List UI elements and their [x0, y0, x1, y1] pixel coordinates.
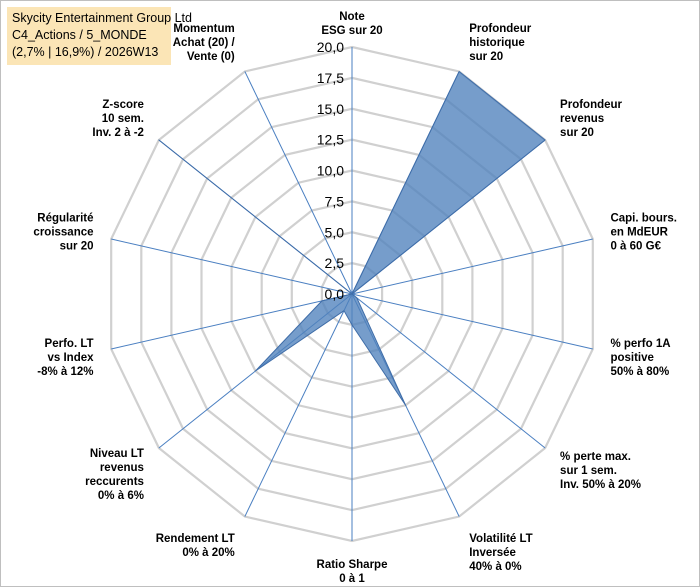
axis-label-8-line-1: 0% à 20% [182, 547, 234, 559]
company-name: Skycity Entertainment Group Ltd [12, 11, 192, 25]
tick-label-8: 20,0 [317, 39, 344, 55]
category-text: C4_Actions / 5_MONDE [12, 28, 147, 42]
axis-spoke-4 [351, 293, 593, 350]
axis-label-11-line-1: croissance [33, 226, 93, 238]
axis-spoke-11 [111, 238, 353, 295]
axis-label-0: Note ESG sur 20 [321, 11, 382, 37]
axis-label-5-line-1: sur 1 sem. [560, 465, 617, 477]
axis-label-13-line-0: Momentum [173, 23, 234, 35]
axis-label-11: Régularité croissance sur 20 [33, 212, 93, 252]
axis-label-4-line-0: % perfo 1A [610, 338, 670, 350]
axis-label-6-line-2: 40% à 0% [469, 561, 521, 573]
axis-label-9-line-3: 0% à 6% [98, 490, 144, 502]
tick-label-0: 0,0 [325, 286, 345, 302]
tick-label-7: 17,5 [317, 70, 344, 86]
axis-label-7: Ratio Sharpe 0 à 1 [317, 559, 388, 585]
axis-spoke-10 [111, 293, 353, 350]
axis-spoke-3 [351, 238, 593, 295]
tick-label-3: 7,5 [325, 193, 345, 209]
axis-label-6-line-1: Inversée [469, 547, 516, 559]
axis-label-8: Rendement LT 0% à 20% [156, 533, 235, 559]
axis-label-4-line-1: positive [610, 352, 653, 364]
radial-tick-labels: 0,0 2,5 5,0 7,5 10,0 12,5 15,0 17,5 20,0 [317, 39, 344, 302]
period-text: (2,7% | 16,9%) / 2026W13 [12, 45, 159, 59]
axis-label-12: Z-score 10 sem. Inv. 2 à -2 [92, 99, 144, 139]
axis-label-11-line-2: sur 20 [60, 240, 94, 252]
axis-label-2-line-1: revenus [560, 113, 604, 125]
info-box: Skycity Entertainment Group Ltd C4_Actio… [7, 7, 192, 65]
tick-label-5: 12,5 [317, 132, 344, 148]
axis-labels: Note ESG sur 20 Profondeur historique sur 20… [33, 11, 676, 585]
axis-label-10-line-1: vs Index [48, 352, 95, 364]
axis-label-13-line-2: Vente (0) [187, 51, 235, 63]
axis-label-5: % perte max. sur 1 sem. Inv. 50% à 20% [560, 451, 641, 491]
axis-label-5-line-2: Inv. 50% à 20% [560, 479, 641, 491]
axis-label-0-line-0: Note [339, 11, 365, 23]
axis-label-12-line-1: 10 sem. [102, 113, 144, 125]
axis-label-2-line-2: sur 20 [560, 127, 594, 139]
axis-label-9: Niveau LT revenus reccurents 0% à 6% [85, 448, 144, 502]
axis-label-6-line-0: Volatilité LT [469, 533, 532, 545]
axis-label-1-line-1: historique [469, 37, 525, 49]
axis-label-1: Profondeur historique sur 20 [469, 23, 531, 63]
axis-label-4-line-2: 50% à 80% [610, 366, 669, 378]
axis-label-5-line-0: % perte max. [560, 451, 631, 463]
axis-label-10-line-2: -8% à 12% [37, 366, 93, 378]
axis-label-9-line-0: Niveau LT [90, 448, 144, 460]
axis-label-3-line-2: 0 à 60 G€ [610, 240, 661, 252]
tick-label-6: 15,0 [317, 101, 344, 117]
axis-label-0-line-1: ESG sur 20 [321, 25, 382, 37]
axis-spoke-8 [244, 293, 353, 517]
axis-label-11-line-0: Régularité [37, 212, 93, 224]
axis-label-9-line-2: reccurents [85, 476, 144, 488]
axis-spoke-13 [244, 71, 353, 295]
axis-label-7-line-1: 0 à 1 [339, 573, 365, 585]
series [158, 70, 546, 406]
axis-label-6: Volatilité LT Inversée 40% à 0% [469, 533, 532, 573]
tick-label-4: 10,0 [317, 163, 344, 179]
axis-label-13-line-1: Achat (20) / [173, 37, 236, 49]
axis-label-12-line-0: Z-score [102, 99, 144, 111]
axis-label-7-line-0: Ratio Sharpe [317, 559, 388, 571]
axis-label-1-line-2: sur 20 [469, 51, 503, 63]
axis-label-12-line-2: Inv. 2 à -2 [92, 127, 144, 139]
series-area-0 [158, 70, 546, 406]
axis-label-1-line-0: Profondeur [469, 23, 531, 35]
axis-label-3-line-1: en MdEUR [610, 226, 668, 238]
axis-label-13: Momentum Achat (20) / Vente (0) [173, 23, 236, 63]
axis-label-3: Capi. bours. en MdEUR 0 à 60 G€ [610, 212, 676, 252]
axis-label-2: Profondeur revenus sur 20 [560, 99, 622, 139]
axis-label-4: % perfo 1A positive 50% à 80% [610, 338, 670, 378]
axis-label-3-line-0: Capi. bours. [610, 212, 676, 224]
tick-label-1: 2,5 [325, 255, 345, 271]
axis-label-8-line-0: Rendement LT [156, 533, 235, 545]
axis-label-10: Perfo. LT vs Index -8% à 12% [37, 338, 94, 378]
axis-label-9-line-1: revenus [100, 462, 144, 474]
tick-label-2: 5,0 [325, 224, 345, 240]
axis-label-10-line-0: Perfo. LT [45, 338, 94, 350]
axis-label-2-line-0: Profondeur [560, 99, 622, 111]
axis-spoke-5 [351, 293, 546, 449]
